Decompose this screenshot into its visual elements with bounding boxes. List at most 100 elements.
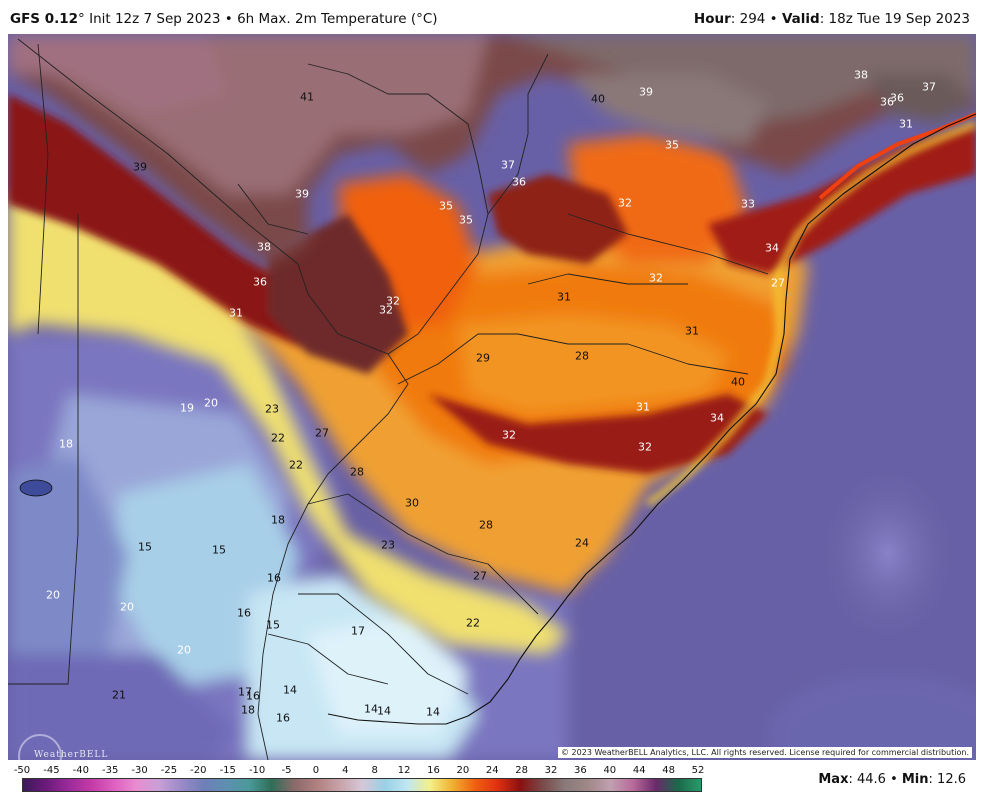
temperature-label: 20	[46, 588, 60, 602]
hour-value: : 294	[730, 11, 766, 27]
temperature-label: 36	[253, 275, 267, 289]
temperature-label: 37	[501, 158, 515, 172]
temperature-label: 16	[246, 689, 260, 703]
temperature-label: 22	[466, 616, 480, 630]
hour-label: Hour	[693, 11, 731, 27]
temperature-label: 17	[238, 685, 252, 699]
temperature-label: 16	[267, 571, 281, 585]
colorbar-tick: 0	[312, 765, 320, 776]
temperature-label: 34	[765, 241, 779, 255]
max-value: : 44.6 •	[848, 772, 902, 787]
colorbar-tick: -10	[248, 765, 266, 776]
temperature-label: 22	[271, 431, 285, 445]
separator-dot: •	[224, 11, 233, 27]
temperature-label: 31	[685, 324, 699, 338]
temperature-label: 15	[138, 540, 152, 554]
temperature-label: 14	[426, 705, 440, 719]
colorbar-legend: -50 -45 -40 -35 -30 -25 -20 -15 -10 -5 0 4 8 12 16 20 24…	[14, 762, 705, 808]
valid-label: Valid	[781, 11, 820, 27]
temperature-label: 35	[459, 213, 473, 227]
temperature-label: 40	[591, 92, 605, 106]
temperature-label: 31	[557, 290, 571, 304]
temperature-label: 38	[257, 240, 271, 254]
logo-text: WeatherBELL	[34, 750, 109, 760]
temperature-label: 21	[112, 688, 126, 702]
colorbar-tick: -40	[72, 765, 89, 776]
colorbar-tick: 28	[515, 765, 529, 776]
temperature-label: 28	[575, 349, 589, 363]
temperature-label: 14	[283, 683, 297, 697]
temperature-label: 20	[177, 643, 191, 657]
temperature-label: 18	[271, 513, 285, 527]
temperature-label: 35	[665, 138, 679, 152]
temperature-label: 14	[377, 704, 391, 718]
temperature-label: 32	[649, 271, 663, 285]
temperature-label: 32	[386, 294, 400, 308]
colorbar-tick: 4	[342, 765, 349, 776]
colorbar-tick: 52	[691, 765, 705, 776]
colorbar	[22, 778, 702, 792]
colorbar-tick: -35	[102, 765, 119, 776]
temperature-label: 31	[636, 400, 650, 414]
temperature-map[interactable]: 41 40 39 38 37 36 36 31 39 35 37 36 39 35 35 32 33 38 34 36…	[8, 34, 976, 760]
temperature-label: 36	[512, 175, 526, 189]
degree-mark: °	[78, 11, 85, 27]
colorbar-tick: 44	[632, 765, 646, 776]
weatherbell-logo: WeatherBELL	[18, 734, 110, 760]
temperature-label: 20	[120, 600, 134, 614]
temperature-field	[8, 34, 976, 760]
max-min-readout: Max: 44.6 • Min: 12.6	[818, 772, 966, 787]
colorbar-tick: -5	[281, 765, 292, 776]
borders	[8, 38, 769, 760]
temperature-label: 39	[295, 187, 309, 201]
copyright-notice: © 2023 WeatherBELL Analytics, LLC. All r…	[558, 747, 972, 758]
temperature-label: 36	[890, 91, 904, 105]
max-label: Max	[818, 772, 849, 787]
temperature-label: 23	[265, 402, 279, 416]
colorbar-tick: 16	[427, 765, 440, 776]
temperature-label: 31	[899, 117, 913, 131]
map-title: GFS 0.12° Init 12z 7 Sep 2023 • 6h Max. …	[10, 11, 438, 27]
model-name: GFS 0.12	[10, 11, 79, 27]
temperature-label: 27	[315, 426, 329, 440]
temperature-label: 38	[854, 68, 868, 82]
min-label: Min	[901, 772, 929, 787]
temperature-label: 39	[639, 85, 653, 99]
temperature-label: 33	[741, 197, 755, 211]
temperature-label: 28	[479, 518, 493, 532]
temperature-label: 18	[241, 703, 255, 717]
colorbar-tick: 40	[603, 765, 617, 776]
min-value: : 12.6	[928, 772, 966, 787]
colorbar-tick: -50	[13, 765, 31, 776]
coastline	[327, 113, 976, 725]
temperature-label: 34	[710, 411, 724, 425]
temperature-label: 30	[405, 496, 419, 510]
temperature-label: 16	[276, 711, 290, 725]
temperature-label: 32	[502, 428, 516, 442]
colorbar-tick: -25	[160, 765, 178, 776]
separator-dot: •	[769, 11, 778, 27]
colorbar-tick: 32	[544, 765, 558, 776]
temperature-label: 41	[300, 90, 314, 104]
temperature-label: 31	[229, 306, 243, 320]
colorbar-tick: -30	[131, 765, 148, 776]
temperature-label: 40	[731, 375, 745, 389]
temperature-label: 39	[133, 160, 147, 174]
temperature-label: 23	[381, 538, 395, 552]
valid-value: : 18z Tue 19 Sep 2023	[819, 11, 970, 27]
temperature-label: 32	[618, 196, 632, 210]
temperature-label: 18	[59, 437, 73, 451]
temperature-label: 28	[350, 465, 364, 479]
colorbar-ticks: -50 -45 -40 -35 -30 -25 -20 -15 -10 -5 0 4 8 12 16 20 24…	[14, 762, 705, 778]
temperature-label: 14	[364, 702, 378, 716]
temperature-label: 35	[439, 199, 453, 213]
product-unit: C)	[422, 11, 438, 27]
temperature-label: 17	[351, 624, 365, 638]
temperature-label: 22	[289, 458, 303, 472]
map-valid-time: Hour: 294 • Valid: 18z Tue 19 Sep 2023	[694, 11, 970, 27]
colorbar-tick: 24	[485, 765, 499, 776]
temperature-label: 32	[379, 303, 393, 317]
colorbar-tick: 36	[574, 765, 587, 776]
colorbar-tick: -15	[219, 765, 236, 776]
temperature-label: 29	[476, 351, 490, 365]
